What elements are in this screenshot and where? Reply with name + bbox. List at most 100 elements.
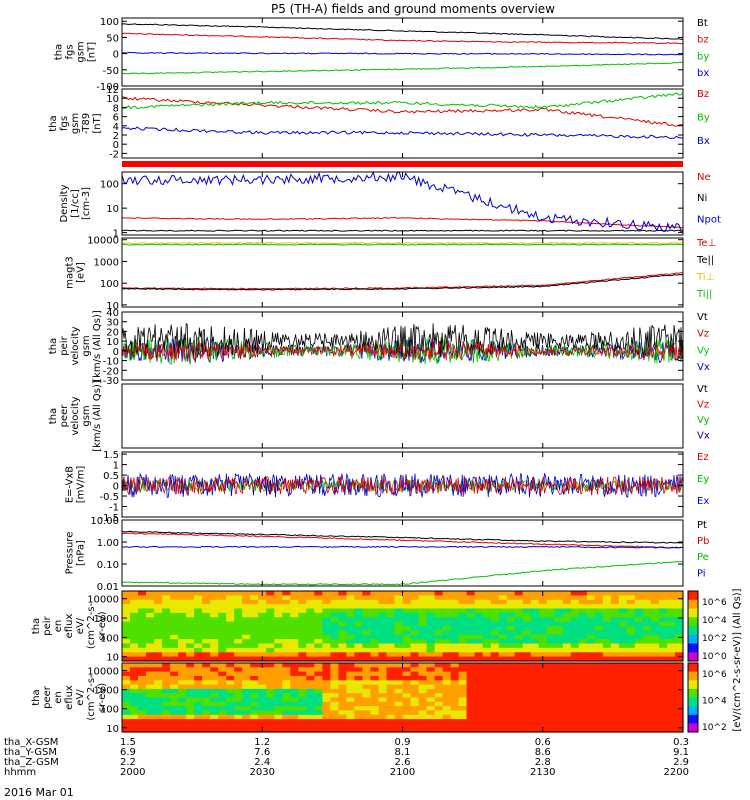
spectrogram-cell — [234, 643, 243, 649]
spectrogram-cell — [362, 634, 371, 640]
spectrogram-cell — [186, 706, 195, 711]
x-axis-tick-label: 0.3 — [673, 737, 689, 748]
spectrogram-cell — [618, 599, 628, 605]
spectrogram-cell — [466, 617, 476, 623]
spectrogram-cell — [667, 652, 676, 658]
spectrogram-cell — [394, 643, 404, 649]
spectrogram-cell — [386, 656, 396, 662]
spectrogram-cell — [538, 680, 548, 686]
spectrogram-cell — [178, 663, 187, 668]
spectrogram-cell — [306, 663, 315, 668]
spectrogram-cell — [346, 612, 355, 618]
spectrogram-cell — [322, 599, 331, 605]
spectrogram-cell — [314, 656, 323, 662]
spectrogram-cell — [290, 667, 299, 673]
spectrogram-cell — [162, 688, 171, 694]
spectrogram-cell — [122, 608, 131, 614]
spectrogram-cell — [218, 723, 227, 729]
spectrogram-cell — [546, 719, 556, 724]
spectrogram-cell — [218, 656, 227, 662]
spectrogram-cell — [562, 639, 572, 645]
spectrogram-cell — [482, 680, 492, 686]
spectrogram-cell — [122, 693, 131, 699]
spectrogram-cell — [490, 630, 500, 636]
spectrogram-cell — [186, 617, 195, 623]
spectrogram-cell — [554, 697, 564, 703]
spectrogram-cell — [314, 652, 323, 658]
spectrogram-cell — [330, 671, 339, 677]
spectrogram-cell — [130, 688, 139, 694]
spectrogram-cell — [474, 680, 484, 686]
spectrogram-cell — [218, 706, 227, 711]
spectrogram-cell — [274, 706, 283, 711]
spectrogram-cell — [667, 656, 676, 662]
spectrogram-cell — [474, 604, 484, 610]
spectrogram-cell — [450, 652, 460, 658]
x-axis-tick-label: 2.4 — [254, 757, 270, 768]
spectrogram-cell — [594, 608, 604, 614]
y-tick-label: 1.5 — [103, 450, 119, 461]
spectrogram-cell — [250, 591, 259, 596]
spectrogram-cell — [634, 675, 644, 681]
spectrogram-cell — [570, 675, 580, 681]
spectrogram-cell — [466, 656, 476, 662]
spectrogram-cell — [218, 684, 227, 690]
spectrogram-cell — [466, 688, 476, 694]
spectrogram-cell — [546, 626, 556, 631]
spectrogram-cell — [194, 675, 203, 681]
spectrogram-cell — [482, 652, 492, 658]
spectrogram-cell — [306, 608, 315, 614]
spectrogram-cell — [506, 617, 516, 623]
spectrogram-cell — [626, 656, 636, 662]
spectrogram-cell — [626, 612, 636, 618]
spectrogram-cell — [370, 675, 379, 681]
spectrogram-cell — [578, 621, 588, 627]
spectrogram-cell — [330, 693, 339, 699]
spectrogram-cell — [659, 727, 668, 733]
spectrogram-cell — [202, 612, 211, 618]
spectrogram-cell — [506, 591, 516, 596]
spectrogram-cell — [338, 652, 347, 658]
spectrogram-cell — [394, 680, 404, 686]
spectrogram-cell — [450, 701, 460, 707]
spectrogram-cell — [618, 701, 628, 707]
spectrogram-cell — [146, 634, 155, 640]
spectrogram-cell — [410, 714, 420, 720]
y-tick-label: 50 — [106, 33, 119, 44]
spectrogram-cell — [330, 652, 339, 658]
spectrogram-cell — [258, 652, 267, 658]
spectrogram-cell — [290, 647, 299, 653]
spectrogram-cell — [138, 714, 147, 720]
spectrogram-cell — [154, 643, 163, 649]
spectrogram-cell — [242, 697, 251, 703]
y-tick-label: 100 — [100, 705, 119, 716]
spectrogram-cell — [202, 706, 211, 711]
spectrogram-cell — [274, 719, 283, 724]
spectrogram-cell — [330, 697, 339, 703]
spectrogram-cell — [282, 617, 291, 623]
spectrogram-cell — [258, 639, 267, 645]
spectrogram-cell — [226, 688, 235, 694]
y-axis-label-line: (cm^2-s- — [86, 602, 97, 649]
spectrogram-cell — [594, 693, 604, 699]
spectrogram-cell — [266, 688, 275, 694]
spectrogram-cell — [362, 626, 371, 631]
spectrogram-cell — [322, 647, 331, 653]
spectrogram-cell — [506, 667, 516, 673]
spectrogram-cell — [650, 647, 660, 653]
spectrogram-cell — [402, 723, 412, 729]
spectrogram-cell — [650, 630, 660, 636]
spectrogram-cell — [667, 604, 676, 610]
spectrogram-cell — [186, 656, 195, 662]
spectrogram-cell — [274, 663, 283, 668]
spectrogram-cell — [122, 719, 131, 724]
legend-Bt-label: Bt — [697, 18, 708, 29]
spectrogram-cell — [554, 652, 564, 658]
spectrogram-cell — [442, 612, 452, 618]
spectrogram-cell — [290, 697, 299, 703]
spectrogram-cell — [210, 630, 219, 636]
spectrogram-cell — [675, 719, 684, 724]
spectrogram-cell — [338, 680, 347, 686]
spectrogram-cell — [667, 706, 676, 711]
spectrogram-cell — [314, 621, 323, 627]
